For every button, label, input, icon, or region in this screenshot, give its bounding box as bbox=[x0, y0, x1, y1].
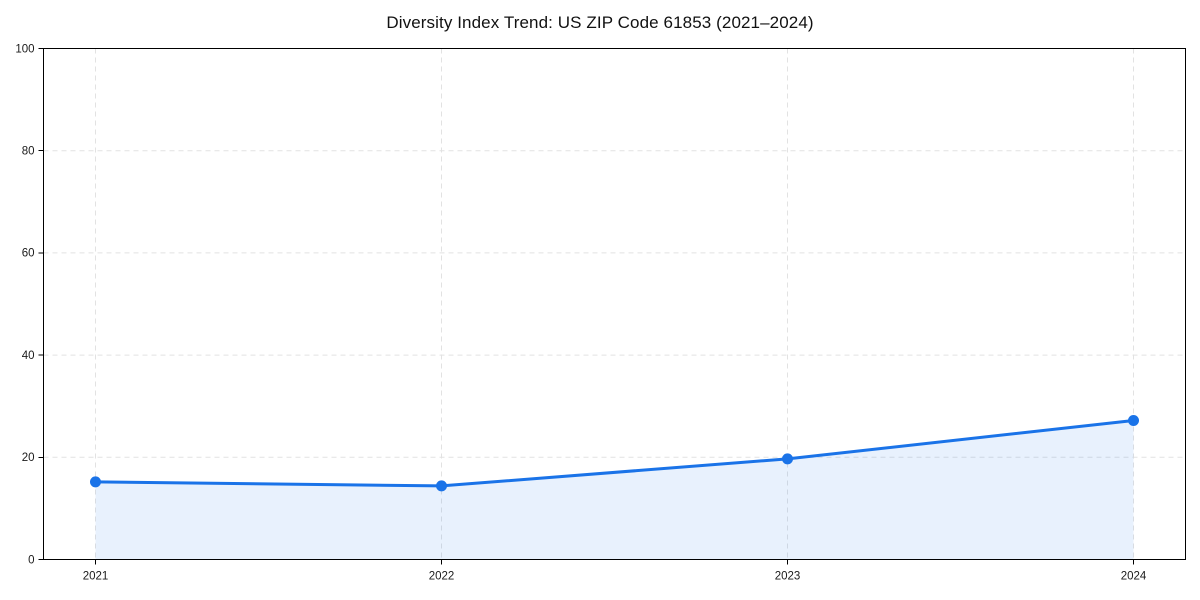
data-point-2024 bbox=[1128, 415, 1139, 427]
x-tick-label-2022: 2022 bbox=[429, 571, 455, 583]
y-tick-label-40: 40 bbox=[22, 350, 35, 362]
data-point-2022 bbox=[436, 480, 447, 492]
y-tick-label-80: 80 bbox=[22, 145, 35, 157]
area-fill bbox=[95, 420, 1134, 560]
x-tick-label-2021: 2021 bbox=[83, 571, 109, 583]
y-tick-label-20: 20 bbox=[22, 452, 35, 464]
plot-border bbox=[43, 48, 1186, 560]
x-tick-label-2023: 2023 bbox=[775, 571, 801, 583]
y-tick-label-100: 100 bbox=[15, 43, 34, 55]
trend-line bbox=[94, 419, 1135, 488]
data-point-2023 bbox=[782, 453, 793, 465]
data-point-2021 bbox=[90, 476, 101, 488]
x-tick-label-2024: 2024 bbox=[1121, 571, 1147, 583]
y-tick-label-0: 0 bbox=[28, 554, 34, 566]
y-tick-label-60: 60 bbox=[22, 248, 35, 260]
chart-title: Diversity Index Trend: US ZIP Code 61853… bbox=[386, 13, 814, 32]
